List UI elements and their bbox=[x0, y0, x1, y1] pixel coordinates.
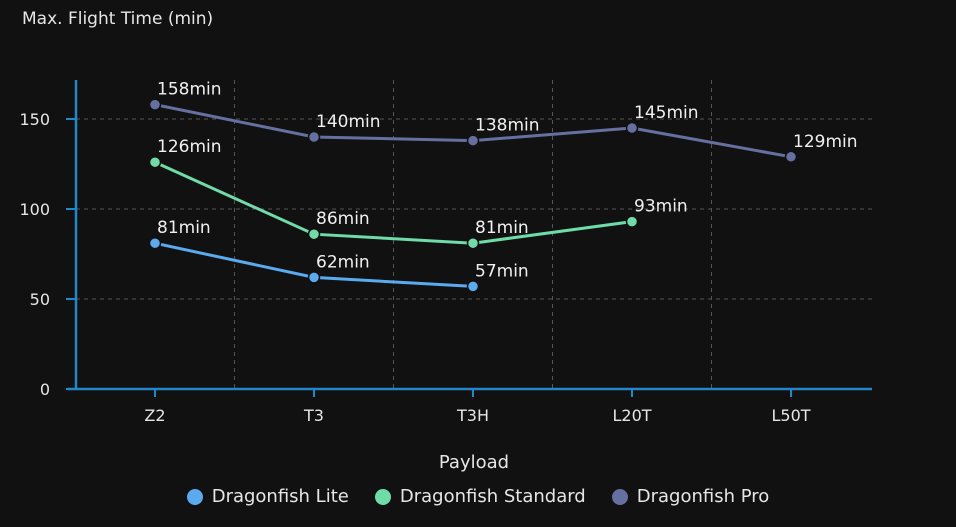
data-point-dragonfish-pro bbox=[307, 130, 321, 144]
data-label-dragonfish-standard: 126min bbox=[157, 137, 222, 157]
chart-title: Max. Flight Time (min) bbox=[22, 9, 214, 29]
legend-marker-icon bbox=[374, 488, 391, 505]
y-tick-label: 0 bbox=[40, 380, 50, 399]
legend-item[interactable]: Dragonfish Pro bbox=[611, 486, 770, 507]
data-label-dragonfish-pro: 138min bbox=[475, 116, 540, 136]
data-label-dragonfish-pro: 129min bbox=[793, 132, 858, 152]
x-tick-label: L50T bbox=[771, 406, 810, 425]
x-tick-label: T3 bbox=[303, 406, 324, 425]
data-label-dragonfish-standard: 86min bbox=[316, 209, 370, 229]
data-point-dragonfish-pro bbox=[466, 134, 480, 147]
x-tick-label: L20T bbox=[612, 406, 651, 425]
data-point-dragonfish-standard bbox=[625, 215, 639, 228]
data-label-dragonfish-pro: 158min bbox=[157, 80, 222, 100]
data-label-dragonfish-lite: 57min bbox=[475, 261, 529, 281]
legend-label: Dragonfish Standard bbox=[399, 486, 586, 507]
series-line-dragonfish-standard bbox=[154, 160, 633, 245]
data-label-dragonfish-standard: 93min bbox=[634, 197, 688, 217]
legend-item[interactable]: Dragonfish Lite bbox=[186, 486, 349, 507]
data-point-dragonfish-pro bbox=[148, 98, 162, 111]
x-axis-label: Payload bbox=[439, 452, 509, 473]
legend: Dragonfish Lite Dragonfish Standard Dragon… bbox=[0, 486, 956, 507]
data-point-dragonfish-lite bbox=[307, 271, 321, 284]
data-label-dragonfish-lite: 81min bbox=[157, 218, 211, 238]
legend-label: Dragonfish Pro bbox=[636, 486, 770, 507]
data-point-dragonfish-standard bbox=[148, 155, 162, 169]
legend-item[interactable]: Dragonfish Standard bbox=[374, 486, 586, 507]
data-label-dragonfish-pro: 140min bbox=[316, 112, 381, 132]
y-tick-label: 150 bbox=[19, 110, 50, 129]
y-tick-label: 50 bbox=[30, 290, 50, 309]
legend-label: Dragonfish Lite bbox=[211, 486, 349, 507]
data-label-dragonfish-standard: 81min bbox=[475, 218, 529, 238]
data-point-dragonfish-standard bbox=[307, 227, 321, 241]
data-point-dragonfish-lite bbox=[148, 236, 162, 250]
data-label-dragonfish-pro: 145min bbox=[634, 103, 699, 123]
x-tick-label: Z2 bbox=[144, 406, 165, 425]
data-point-dragonfish-pro bbox=[625, 121, 639, 135]
x-tick-label: T3H bbox=[456, 406, 489, 425]
data-point-dragonfish-standard bbox=[466, 236, 480, 250]
data-label-dragonfish-lite: 62min bbox=[316, 252, 370, 272]
legend-marker-icon bbox=[611, 488, 628, 505]
legend-marker-icon bbox=[186, 488, 203, 505]
y-tick-label: 100 bbox=[19, 200, 50, 219]
data-point-dragonfish-lite bbox=[466, 280, 480, 293]
data-point-dragonfish-pro bbox=[784, 150, 798, 164]
